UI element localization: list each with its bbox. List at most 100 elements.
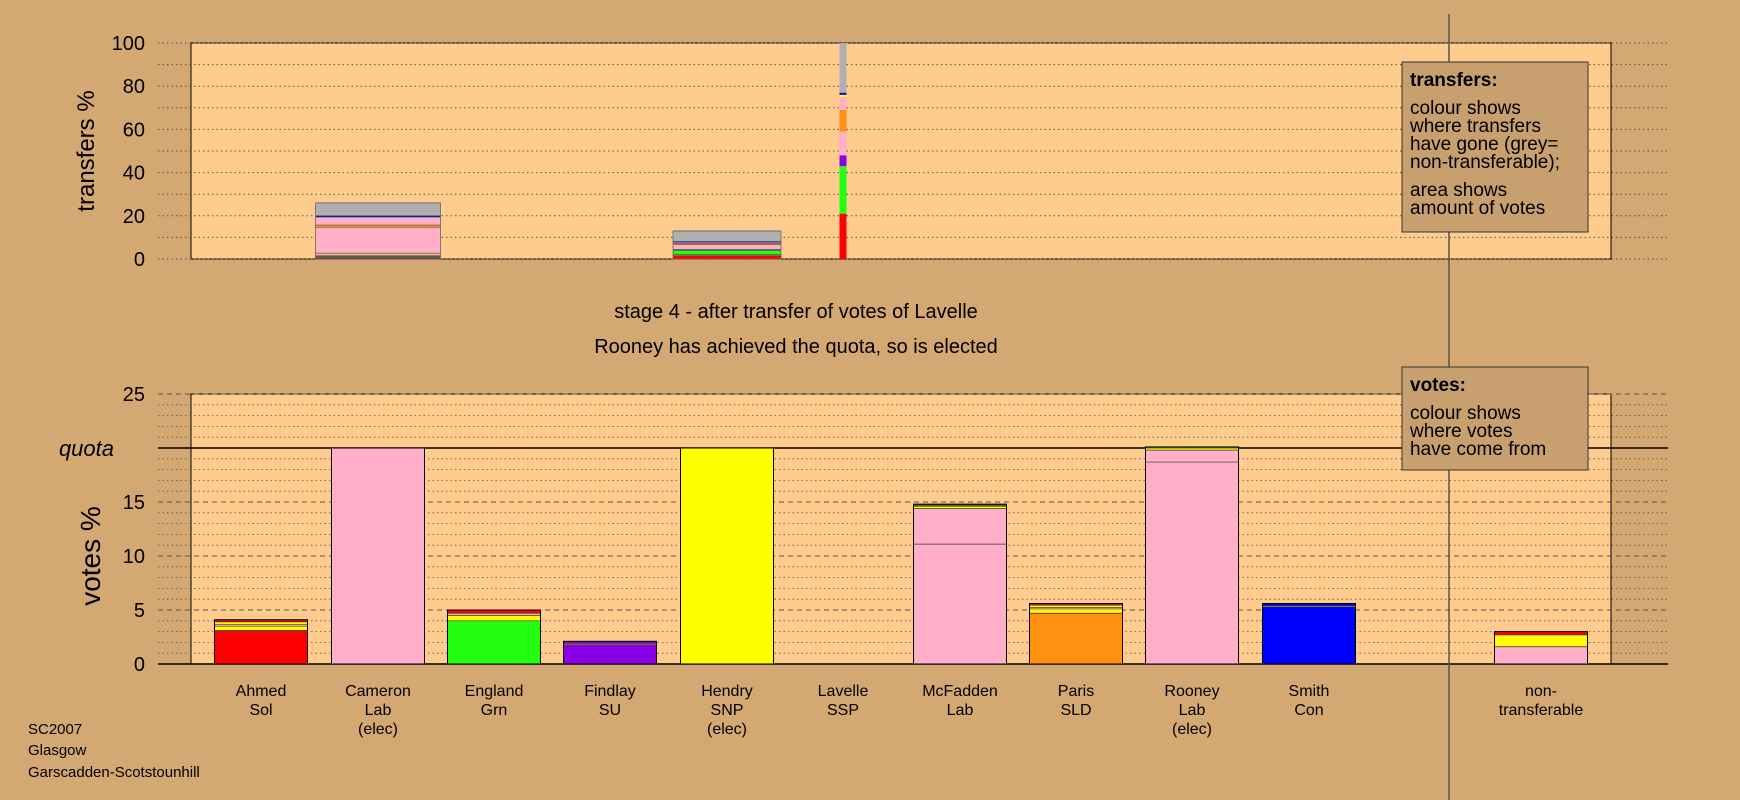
- transfers-axis-label: transfers %: [73, 90, 100, 211]
- transfer-bar-segment: [673, 241, 781, 243]
- vote-bar-outline: [563, 640, 657, 665]
- vote-bar-segment: [1262, 606, 1356, 664]
- vote-bar-outline: [331, 447, 425, 665]
- vote-bar-segment: [447, 610, 541, 614]
- transfer-bar-outline: [672, 230, 782, 260]
- transfers-legend-text: area shows: [1410, 180, 1507, 201]
- vote-bar-segment: [913, 544, 1007, 664]
- candidate-label-line: Rooney: [1164, 683, 1219, 700]
- vote-bar-segment: [1494, 646, 1588, 664]
- vote-bar-outline: [1029, 603, 1123, 665]
- vote-bar-segment: [1145, 462, 1239, 664]
- vote-bar-outline: [913, 503, 1007, 665]
- votes-legend-text: where votes: [1409, 421, 1512, 442]
- transfer-bar-segment: [315, 257, 441, 258]
- vote-bar-segment: [331, 448, 425, 664]
- transfer-bar-segment: [315, 257, 441, 259]
- vote-bar-segment: [214, 626, 308, 631]
- vote-bar-outline: [214, 619, 308, 665]
- vote-bar-segment: [913, 506, 1007, 509]
- transfer-bar-segment: [673, 249, 781, 251]
- vote-bar-segment: [447, 615, 541, 621]
- transfers-legend-text: amount of votes: [1410, 198, 1545, 219]
- footer-line-1: SC2007: [28, 721, 82, 738]
- votes-tick-label: 10: [123, 546, 145, 568]
- transfers-tick-label: 20: [123, 206, 145, 228]
- vote-bar-segment: [1262, 605, 1356, 607]
- quota-label: quota: [59, 436, 114, 461]
- candidate-label-line: Lab: [947, 702, 974, 719]
- candidate-label-line: Cameron: [345, 683, 411, 700]
- candidate-label-line: Hendry: [701, 683, 753, 700]
- votes-tick-label: 25: [123, 384, 145, 406]
- vote-bar-segment: [680, 448, 774, 664]
- candidate-label-line: SU: [599, 702, 621, 719]
- transfer-bar-outline: [315, 202, 441, 260]
- candidate-label-line: (elec): [1172, 721, 1212, 738]
- votes-tick-label: 0: [134, 654, 145, 676]
- candidate-label-line: Smith: [1289, 683, 1330, 700]
- transfer-bar-segment: [839, 94, 847, 97]
- footer: SC2007 Glasgow Garscadden-Scotstounhill: [28, 721, 200, 781]
- transfer-bar-segment: [315, 256, 441, 258]
- transfers-legend-title: transfers:: [1410, 70, 1498, 91]
- transfers-tick-label: 0: [134, 249, 145, 271]
- vote-bar-segment: [214, 624, 308, 627]
- transfer-bar-segment: [673, 242, 781, 244]
- transfers-legend-text: colour shows: [1410, 98, 1521, 119]
- vote-bar-segment: [1494, 631, 1588, 635]
- candidate-label-line: Lavelle: [818, 683, 869, 700]
- transfer-bar-segment: [839, 131, 847, 156]
- transfers-tick-label: 60: [123, 119, 145, 141]
- candidate-label-line: Grn: [481, 702, 508, 719]
- vote-bar-segment: [1145, 450, 1239, 463]
- transfer-bar-segment: [673, 250, 781, 255]
- vote-bar-segment: [913, 508, 1007, 545]
- votes-legend-text: colour shows: [1410, 403, 1521, 424]
- stage-title: stage 4 - after transfer of votes of Lav…: [614, 301, 978, 323]
- vote-bar-segment: [1029, 607, 1123, 609]
- stage-titles: stage 4 - after transfer of votes of Lav…: [594, 301, 998, 358]
- vote-bar-outline: [1494, 631, 1588, 665]
- transfer-bar-segment: [315, 215, 441, 218]
- candidate-label-line: England: [465, 683, 524, 700]
- transfers-panel: 0 20 40 60 80 100 transfers %: [73, 33, 1668, 271]
- transfer-bar-segment: [315, 227, 441, 254]
- vote-bar-outline: [1145, 446, 1239, 665]
- votes-legend-text: have come from: [1410, 439, 1546, 460]
- vote-bar-segment: [1145, 446, 1239, 448]
- vote-bar-segment: [563, 644, 657, 664]
- transfer-bar-segment: [673, 254, 781, 256]
- candidate-label-line: Ahmed: [236, 683, 287, 700]
- transfer-bar-segment: [315, 225, 441, 228]
- transfer-bar-segment: [839, 155, 847, 167]
- transfer-bar-segment: [839, 43, 847, 93]
- transfer-bar-segment: [673, 230, 781, 242]
- transfer-bar-segment: [673, 244, 781, 250]
- transfer-bar-segment: [673, 255, 781, 259]
- vote-bar-segment: [563, 643, 657, 645]
- votes-tick-label: 15: [123, 492, 145, 514]
- vote-bar-segment: [1029, 605, 1123, 608]
- transfers-tick-label: 100: [112, 33, 145, 55]
- vote-bar-outline: [447, 609, 541, 665]
- vote-bar-segment: [1145, 448, 1239, 451]
- transfer-bar-segment: [839, 97, 847, 110]
- votes-plot-area: [190, 393, 1612, 665]
- candidate-label-line: McFadden: [922, 683, 998, 700]
- vote-bar-segment: [1262, 603, 1356, 606]
- transfers-legend-text: non-transferable);: [1410, 152, 1560, 173]
- transfers-tick-label: 40: [123, 163, 145, 185]
- vote-bar-segment: [1029, 603, 1123, 606]
- vote-bar-segment: [447, 620, 541, 664]
- candidate-label-line: (elec): [707, 721, 747, 738]
- transfers-legend-text: where transfers: [1409, 116, 1541, 137]
- transfers-legend-text: have gone (grey=: [1410, 134, 1558, 155]
- candidate-label-line: SLD: [1060, 702, 1091, 719]
- candidate-label-line: Paris: [1058, 683, 1094, 700]
- candidate-label-line: SSP: [827, 702, 859, 719]
- vote-bar-segment: [563, 641, 657, 644]
- vote-bar-segment: [1029, 613, 1123, 664]
- transfer-bar-segment: [315, 255, 441, 257]
